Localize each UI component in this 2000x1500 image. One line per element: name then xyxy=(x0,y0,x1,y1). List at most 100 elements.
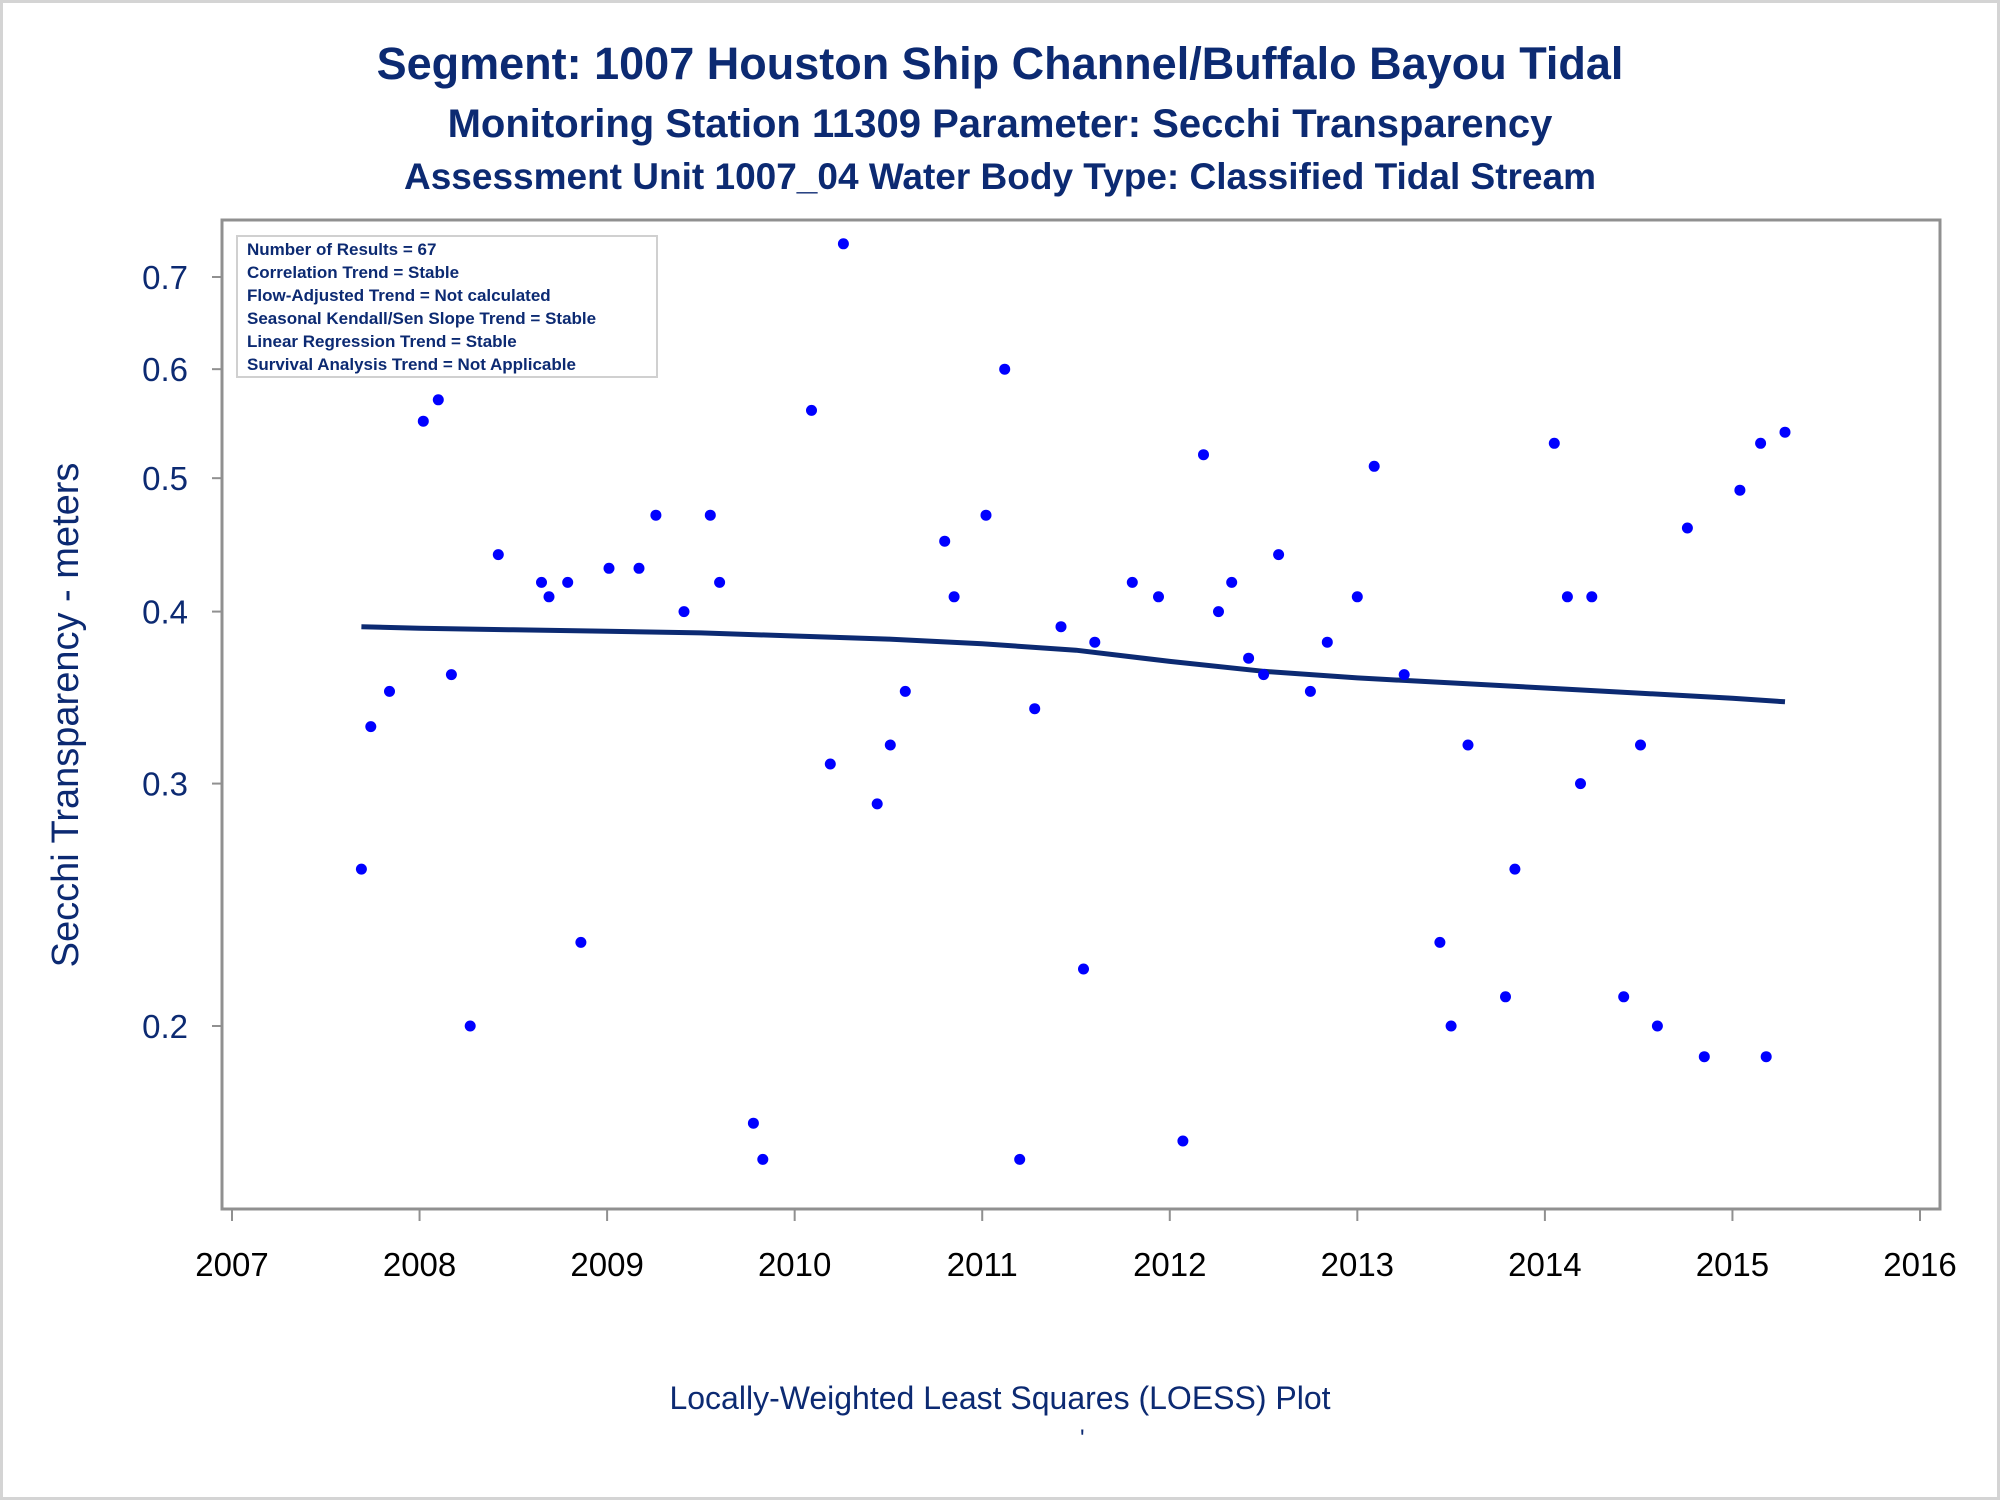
data-point xyxy=(445,669,457,681)
chart-subtitle-2: Assessment Unit 1007_04 Water Body Type:… xyxy=(404,156,1596,197)
data-point xyxy=(1635,739,1646,751)
data-point xyxy=(1351,591,1363,603)
data-point xyxy=(543,591,555,603)
data-point xyxy=(1500,991,1511,1003)
data-point xyxy=(1575,778,1586,790)
data-point xyxy=(1779,426,1791,438)
data-point xyxy=(603,562,615,574)
info-box-border xyxy=(236,235,658,378)
data-point xyxy=(1089,636,1101,648)
y-axis-label: Secchi Transparency - meters xyxy=(45,463,87,968)
data-point xyxy=(575,936,587,948)
x-tick-label: 2007 xyxy=(195,1246,268,1283)
y-tick-label: 0.6 xyxy=(142,351,188,388)
info-line-results: Number of Results = 67 xyxy=(247,240,436,259)
x-tick-label: 2016 xyxy=(1883,1246,1956,1283)
data-point xyxy=(806,404,817,416)
x-tick-label: 2014 xyxy=(1508,1246,1581,1283)
points-series xyxy=(355,238,1791,1165)
data-point xyxy=(1126,576,1138,588)
data-point xyxy=(1198,449,1209,461)
data-point xyxy=(1273,549,1285,561)
data-point xyxy=(1618,991,1630,1003)
data-point xyxy=(1462,739,1474,751)
data-point xyxy=(948,591,960,603)
x-tick-label: 2010 xyxy=(758,1246,831,1283)
data-point xyxy=(1177,1135,1189,1147)
data-point xyxy=(704,509,716,521)
footnote-mark: ' xyxy=(1080,1425,1085,1452)
data-point xyxy=(384,685,395,697)
data-point xyxy=(1078,963,1089,975)
data-point xyxy=(492,549,504,561)
data-point xyxy=(1681,522,1693,534)
data-point xyxy=(650,509,662,521)
data-point xyxy=(980,509,992,521)
x-tick-label: 2008 xyxy=(383,1246,456,1283)
loess-series xyxy=(361,624,1786,705)
data-point xyxy=(1258,669,1270,681)
info-line-survival-analysis: Survival Analysis Trend = Not Applicable xyxy=(247,355,576,374)
data-point xyxy=(1213,606,1224,618)
data-point xyxy=(1153,591,1164,603)
chart-subtitle: Monitoring Station 11309 Parameter: Secc… xyxy=(447,102,1553,146)
data-point xyxy=(1398,669,1410,681)
data-point xyxy=(562,576,574,588)
data-point xyxy=(355,863,367,875)
data-point xyxy=(1561,591,1573,603)
data-point xyxy=(536,576,547,588)
data-point xyxy=(1586,591,1598,603)
y-tick-label: 0.4 xyxy=(142,594,188,631)
data-point xyxy=(417,415,429,427)
data-point xyxy=(824,758,836,770)
data-point xyxy=(939,535,951,547)
data-point xyxy=(1445,1020,1457,1032)
data-point xyxy=(432,394,444,406)
data-point xyxy=(999,363,1011,375)
data-point xyxy=(633,562,645,574)
data-point xyxy=(884,739,896,751)
x-tick-label: 2009 xyxy=(570,1246,643,1283)
info-line-flow-adjusted: Flow-Adjusted Trend = Not calculated xyxy=(247,286,551,305)
x-tick-label: 2013 xyxy=(1321,1246,1394,1283)
data-point xyxy=(714,576,726,588)
y-tick-label: 0.2 xyxy=(142,1008,188,1045)
plot-area xyxy=(220,218,1942,1211)
y-tick-label: 0.7 xyxy=(142,259,188,296)
data-point xyxy=(1755,437,1767,449)
data-point xyxy=(1226,576,1238,588)
footnote: Locally-Weighted Least Squares (LOESS) P… xyxy=(669,1380,1331,1416)
data-point xyxy=(1014,1153,1026,1165)
data-point xyxy=(1651,1020,1663,1032)
x-tick-label: 2012 xyxy=(1133,1246,1206,1283)
data-point xyxy=(1243,652,1255,664)
y-tick-label: 0.5 xyxy=(142,460,188,497)
y-tick-label: 0.3 xyxy=(142,766,188,803)
data-point xyxy=(1304,685,1316,697)
data-point xyxy=(1055,621,1067,633)
x-axis: 2007 2008 2009 2010 2011 2012 2013 2014 2015 2016 xyxy=(195,1209,1957,1283)
x-tick-label: 2015 xyxy=(1696,1246,1769,1283)
data-point xyxy=(1434,936,1446,948)
data-point xyxy=(1368,460,1380,472)
data-point xyxy=(365,721,377,733)
loess-line xyxy=(361,624,1786,705)
data-point xyxy=(1734,484,1746,496)
data-point xyxy=(871,798,883,810)
data-point xyxy=(757,1153,769,1165)
data-point xyxy=(1698,1051,1710,1063)
data-point xyxy=(1029,703,1041,715)
chart-title: Segment: 1007 Houston Ship Channel/Buffa… xyxy=(376,38,1624,89)
data-point xyxy=(678,606,690,618)
data-point xyxy=(837,238,849,250)
x-tick-label: 2011 xyxy=(947,1246,1018,1283)
data-point xyxy=(1509,863,1521,875)
info-line-correlation: Correlation Trend = Stable xyxy=(247,263,459,282)
data-point xyxy=(747,1117,759,1129)
data-point xyxy=(1548,437,1560,449)
trend-info-box: Number of Results = 67 Correlation Trend… xyxy=(236,235,658,378)
info-line-seasonal-kendall: Seasonal Kendall/Sen Slope Trend = Stabl… xyxy=(247,309,596,328)
data-point xyxy=(899,685,911,697)
